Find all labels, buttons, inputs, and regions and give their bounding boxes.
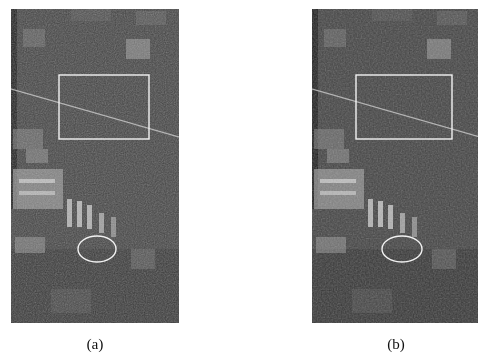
sar-image-b xyxy=(312,9,478,323)
panel-caption-b: (b) xyxy=(387,337,405,353)
region-box-annotation xyxy=(58,74,150,140)
sar-image-panel-b xyxy=(312,9,478,323)
sar-image-a xyxy=(11,9,179,323)
region-box-annotation xyxy=(355,74,453,140)
sar-image-panel-a xyxy=(11,9,179,323)
region-ellipse-annotation xyxy=(77,235,117,263)
panel-caption-a: (a) xyxy=(86,337,104,353)
region-ellipse-annotation xyxy=(381,235,423,263)
